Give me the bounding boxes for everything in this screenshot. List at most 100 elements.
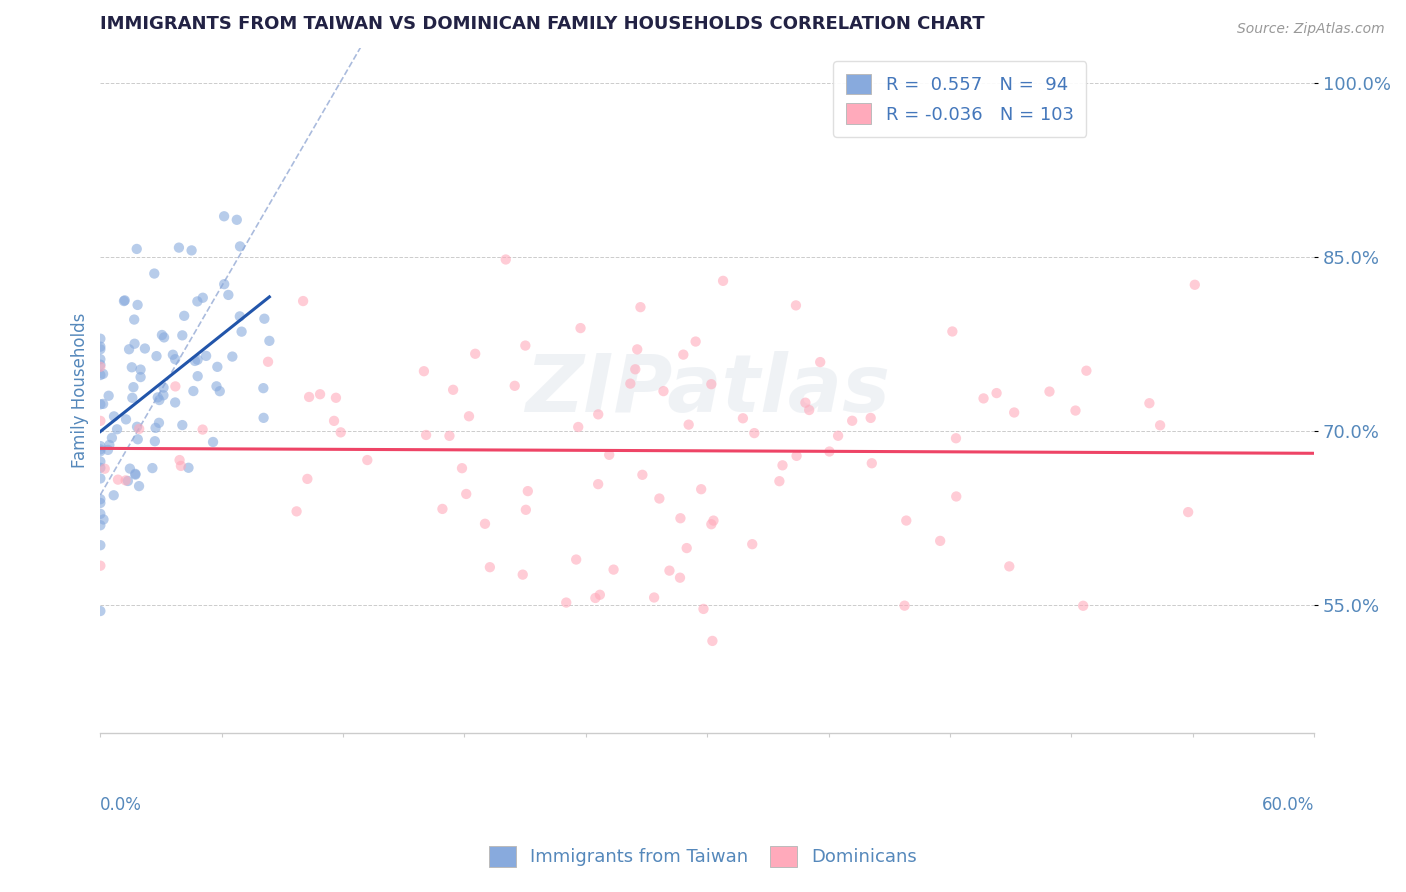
Point (170, 458, 193, 473)
Point (89, 414, 111, 428)
Point (153, 330, 176, 344)
Point (118, 343, 141, 357)
Point (799, 403, 821, 417)
Point (152, 381, 174, 395)
Point (474, 516, 496, 531)
Point (229, 239, 252, 253)
Point (589, 588, 612, 602)
Point (165, 395, 187, 409)
Point (165, 352, 187, 367)
Point (598, 448, 620, 462)
Legend: R =  0.557   N =  94, R = -0.036   N = 103: R = 0.557 N = 94, R = -0.036 N = 103 (834, 61, 1087, 136)
Point (786, 449, 808, 463)
Point (195, 349, 218, 363)
Point (1184, 277, 1206, 292)
Text: ZIPatlas: ZIPatlas (524, 351, 890, 429)
Point (439, 429, 461, 443)
Text: IMMIGRANTS FROM TAIWAN VS DOMINICAN FAMILY HOUSEHOLDS CORRELATION CHART: IMMIGRANTS FROM TAIWAN VS DOMINICAN FAMI… (100, 15, 986, 33)
Point (512, 567, 534, 582)
Point (187, 352, 209, 367)
Point (191, 291, 214, 305)
Point (841, 414, 863, 428)
Point (309, 387, 332, 401)
Point (152, 388, 174, 402)
Point (191, 423, 214, 437)
Point (285, 504, 308, 518)
Point (808, 355, 831, 369)
Point (441, 383, 464, 397)
Point (1076, 364, 1098, 378)
Point (586, 477, 609, 491)
Point (586, 408, 609, 422)
Point (329, 425, 352, 440)
Point (103, 409, 125, 424)
Point (626, 343, 648, 357)
Point (134, 342, 156, 356)
Point (148, 416, 170, 430)
Point (658, 564, 681, 578)
Point (89, 343, 111, 357)
Point (630, 300, 652, 314)
Point (115, 412, 138, 426)
Point (515, 338, 537, 352)
Point (253, 311, 276, 326)
Point (298, 390, 321, 404)
Point (89, 538, 111, 552)
Point (124, 467, 146, 481)
Point (89, 558, 111, 573)
Point (121, 360, 143, 375)
Point (1038, 384, 1060, 399)
Point (998, 559, 1021, 574)
Point (114, 293, 136, 308)
Point (257, 355, 280, 369)
Point (169, 453, 191, 467)
Point (669, 511, 692, 525)
Point (221, 350, 243, 364)
Point (700, 517, 723, 532)
Point (648, 491, 671, 506)
Point (741, 537, 763, 551)
Point (893, 599, 915, 613)
Point (456, 487, 478, 501)
Point (150, 328, 173, 343)
Point (180, 244, 202, 258)
Point (515, 503, 537, 517)
Point (565, 552, 588, 566)
Point (141, 461, 163, 475)
Point (89, 439, 111, 453)
Point (292, 294, 315, 309)
Point (103, 488, 125, 502)
Point (619, 376, 641, 391)
Point (212, 277, 235, 292)
Point (1071, 599, 1094, 613)
Point (101, 431, 124, 445)
Point (624, 362, 647, 376)
Point (669, 571, 692, 585)
Point (827, 429, 849, 443)
Point (583, 591, 606, 605)
Point (413, 364, 436, 378)
Point (742, 426, 765, 441)
Text: 0.0%: 0.0% (100, 797, 142, 814)
Point (205, 379, 228, 393)
Point (97, 442, 120, 457)
Point (945, 490, 967, 504)
Point (117, 474, 139, 488)
Text: Source: ZipAtlas.com: Source: ZipAtlas.com (1237, 22, 1385, 37)
Point (114, 474, 136, 488)
Point (167, 241, 190, 255)
Point (458, 409, 481, 424)
Point (148, 392, 170, 407)
Point (129, 370, 152, 384)
Point (675, 541, 697, 555)
Point (794, 395, 817, 409)
Point (121, 391, 143, 405)
Point (89, 368, 111, 382)
Point (125, 419, 148, 434)
Point (129, 362, 152, 376)
Point (89, 496, 111, 510)
Point (516, 484, 538, 499)
Point (89, 460, 111, 475)
Point (859, 411, 882, 425)
Point (89, 397, 111, 411)
